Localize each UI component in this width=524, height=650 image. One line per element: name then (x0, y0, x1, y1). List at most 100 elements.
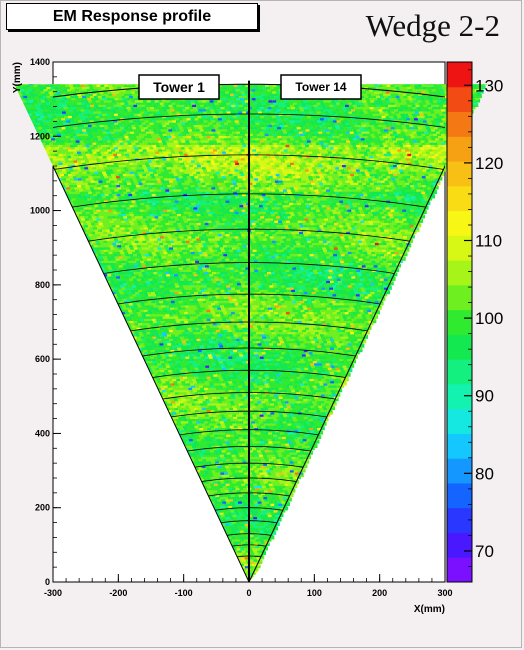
heatmap-cell (241, 439, 245, 444)
heatmap-cell (231, 453, 236, 457)
heatmap-cell (267, 470, 272, 475)
heatmap-cell (229, 515, 234, 520)
heatmap-cell (221, 473, 226, 477)
heatmap-cell (227, 493, 231, 497)
heatmap-cell (315, 439, 320, 444)
heatmap-cell (284, 457, 289, 462)
heatmap-cell (230, 508, 235, 513)
heatmap-cell (262, 493, 267, 497)
heatmap-cell (256, 539, 261, 544)
heatmap-cell (291, 470, 295, 475)
heatmap-cell (225, 457, 230, 462)
heatmap-cell (258, 444, 263, 448)
heatmap-cell (213, 473, 218, 477)
heatmap-cell (276, 482, 281, 486)
heatmap-cell (267, 513, 272, 518)
heatmap-cell (228, 528, 232, 533)
heatmap-cell (248, 546, 253, 551)
heatmap-cell (274, 526, 278, 531)
heatmap-cell (252, 555, 257, 560)
heatmap-cell (193, 446, 198, 451)
heatmap-cell (299, 446, 303, 451)
heatmap-cell (218, 499, 223, 504)
heatmap-cell (289, 441, 293, 446)
heatmap-cell (204, 437, 209, 442)
heatmap-cell (256, 513, 260, 518)
heatmap-cell (240, 555, 245, 560)
heatmap-cell (268, 522, 272, 526)
heatmap-cell (258, 502, 263, 506)
heatmap-cell (227, 526, 231, 531)
heatmap-cell (220, 504, 225, 509)
heatmap-cell (292, 448, 297, 453)
heatmap-cell (278, 461, 283, 466)
heatmap-cell (202, 448, 206, 453)
heatmap-cell (258, 526, 263, 531)
heatmap-cell (282, 444, 287, 448)
heatmap-cell (222, 441, 227, 446)
heatmap-cell (227, 435, 231, 440)
heatmap-cell (279, 513, 284, 518)
heatmap-cell (228, 446, 233, 451)
heatmap-cell (209, 455, 213, 460)
heatmap-cell (276, 497, 280, 502)
heatmap-cell (264, 546, 268, 551)
heatmap-cell (253, 515, 258, 520)
heatmap-cell (263, 453, 267, 457)
heatmap-cell (207, 435, 212, 440)
heatmap-cell (245, 539, 249, 544)
heatmap-cell (300, 441, 305, 446)
heatmap-cell (256, 555, 261, 560)
heatmap-cell (232, 495, 236, 500)
heatmap-cell (281, 441, 286, 446)
heatmap-cell (202, 441, 207, 446)
heatmap-cell (228, 455, 233, 460)
heatmap-cell (266, 493, 271, 497)
heatmap-cell (214, 508, 219, 513)
heatmap-cell (273, 475, 278, 480)
heatmap-cell (245, 457, 250, 462)
heatmap-cell (249, 506, 253, 511)
heatmap-cell (253, 475, 258, 480)
heatmap-cell (294, 461, 299, 466)
heatmap-cell (270, 486, 275, 491)
heatmap-cell (233, 473, 238, 477)
heatmap-cell (298, 444, 302, 448)
heatmap-cell (230, 450, 235, 455)
heatmap-cell (271, 437, 276, 442)
heatmap-cell (282, 495, 287, 500)
heatmap-cell (199, 450, 204, 455)
heatmap-cell (205, 464, 210, 469)
heatmap-cell (258, 468, 263, 473)
heatmap-cell (262, 477, 267, 482)
heatmap-cell (266, 535, 271, 540)
heatmap-cell (241, 515, 246, 520)
heatmap-cell (285, 493, 290, 497)
heatmap-cell (225, 439, 230, 444)
heatmap-cell (258, 535, 263, 540)
heatmap-cell (254, 502, 259, 506)
heatmap-cell (206, 490, 211, 495)
heatmap-cell (193, 464, 198, 469)
heatmap-cell (228, 513, 233, 518)
heatmap-cell (296, 448, 300, 453)
heatmap-cell (187, 435, 192, 440)
heatmap-cell (248, 455, 253, 460)
heatmap-cell (228, 479, 233, 484)
heatmap-cell (212, 504, 217, 509)
heatmap-cell (291, 488, 296, 493)
heatmap-cell (244, 522, 249, 526)
heatmap-cell (232, 455, 237, 460)
heatmap-cell (195, 435, 200, 440)
heatmap-cell (245, 506, 249, 511)
heatmap-cell (245, 466, 250, 471)
heatmap-cell (233, 497, 237, 502)
heatmap-cell (248, 439, 253, 444)
heatmap-cell (282, 435, 286, 440)
heatmap-cell (261, 524, 266, 529)
heatmap-cell (213, 439, 218, 444)
heatmap-cell (309, 450, 313, 455)
heatmap-cell (213, 482, 218, 486)
heatmap-cell (265, 466, 270, 471)
heatmap-cell (234, 475, 239, 480)
